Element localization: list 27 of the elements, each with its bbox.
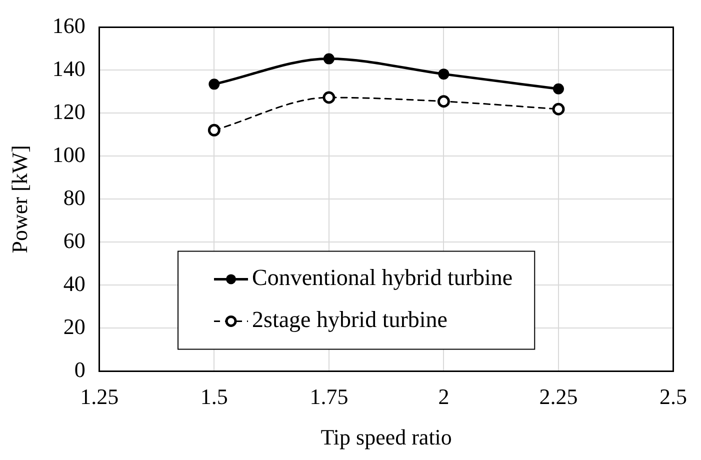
x-axis-title: Tip speed ratio bbox=[320, 424, 452, 450]
point bbox=[208, 124, 220, 136]
point bbox=[323, 53, 334, 64]
x-tick-label: 1.25 bbox=[80, 384, 119, 410]
legend-label: Conventional hybrid turbine bbox=[252, 265, 513, 290]
y-tick-label: 140 bbox=[52, 56, 86, 81]
y-tick-label: 20 bbox=[63, 314, 86, 339]
point bbox=[437, 95, 450, 108]
y-tick-label: 160 bbox=[52, 12, 86, 38]
y-tick-label: 0 bbox=[74, 356, 86, 382]
legend-label: 2stage hybrid turbine bbox=[252, 307, 448, 332]
x-tick-label: 1.5 bbox=[200, 384, 228, 410]
y-tick-label: 120 bbox=[52, 98, 86, 124]
y-axis-title: Power [kW] bbox=[6, 145, 32, 254]
point bbox=[438, 68, 450, 80]
point bbox=[552, 83, 564, 94]
y-tick-label: 100 bbox=[52, 142, 86, 167]
x-tick-label: 2.25 bbox=[539, 384, 578, 410]
y-tick-label: 60 bbox=[63, 228, 86, 253]
y-tick-label: 80 bbox=[63, 184, 86, 210]
point bbox=[322, 91, 336, 104]
x-tick-label: 1.75 bbox=[310, 384, 348, 410]
y-tick-label: 40 bbox=[63, 270, 86, 296]
x-tick-label: 2 bbox=[438, 384, 450, 410]
point bbox=[208, 78, 220, 90]
point bbox=[552, 102, 565, 116]
x-tick-label: 2.5 bbox=[660, 384, 687, 410]
